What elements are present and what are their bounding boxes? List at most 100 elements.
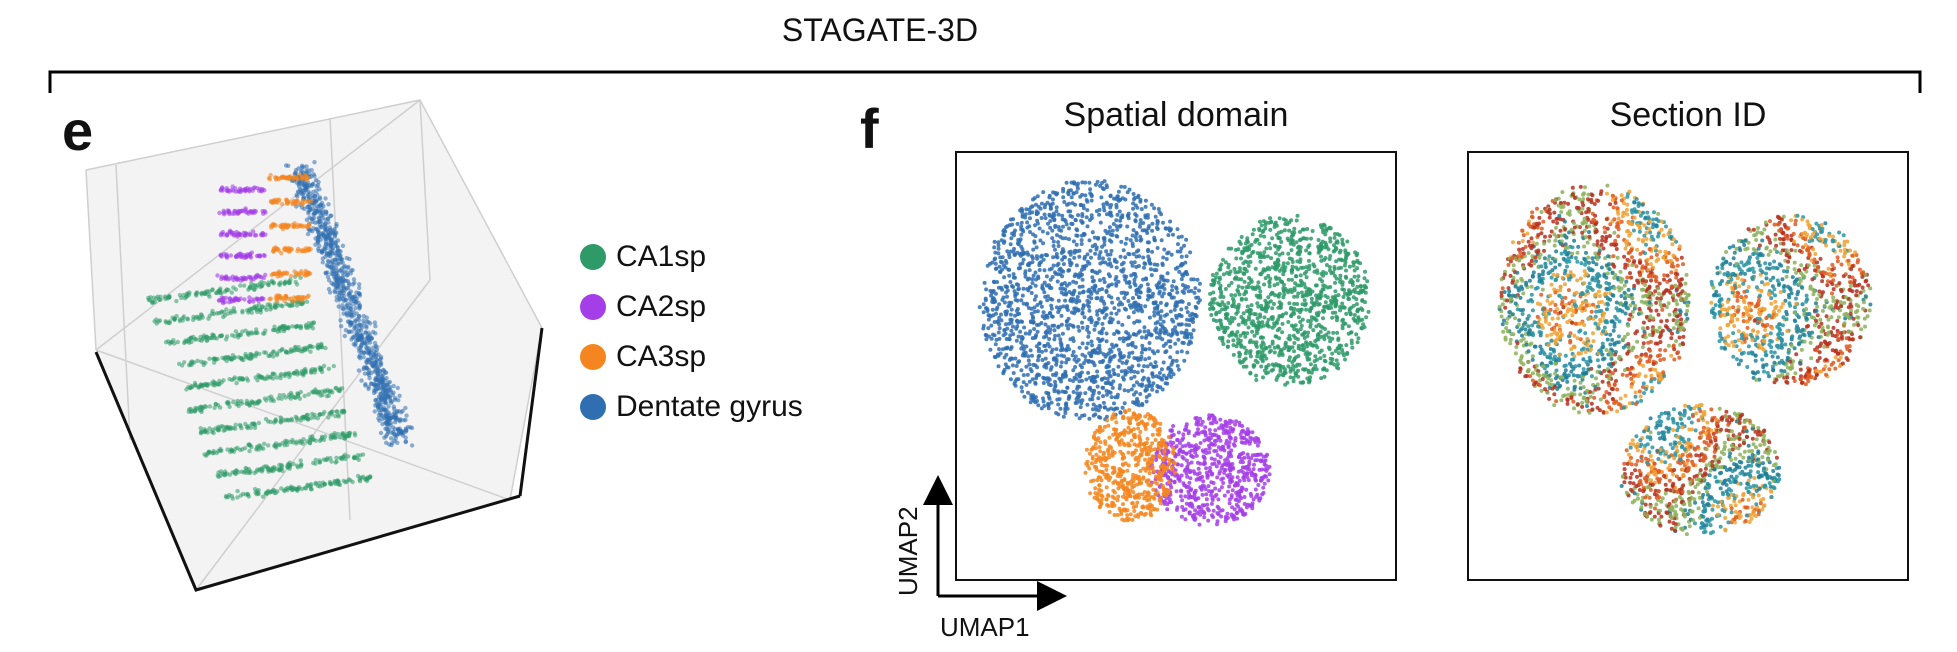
umap-point-dentate-gyrus (1032, 239, 1037, 244)
umap-point-dentate-gyrus (1143, 215, 1148, 220)
umap-point-ca1sp (1322, 358, 1327, 363)
umap-point-dentate-gyrus (1110, 385, 1115, 390)
umap-point-dentate-gyrus (1138, 392, 1143, 396)
umap-point-dentate-gyrus (1069, 195, 1074, 200)
umap-point-dentate-gyrus (1120, 322, 1125, 327)
umap-point-dentate-gyrus (1116, 296, 1120, 301)
umap-point-ca1sp (1214, 271, 1219, 276)
umap-point-dentate-gyrus (1105, 376, 1110, 381)
umap-point-dentate-gyrus (1123, 255, 1128, 260)
umap-point-ca1sp (1254, 373, 1259, 378)
umap-point-dentate-gyrus (1071, 239, 1076, 244)
umap-point-ca1sp (1327, 257, 1332, 261)
umap-point-ca1sp (1290, 264, 1295, 269)
umap-point-ca1sp (1276, 305, 1281, 310)
umap-point-dentate-gyrus (1080, 284, 1085, 289)
umap-point-dentate-gyrus (1016, 266, 1021, 271)
umap-point-dentate-gyrus (1170, 288, 1175, 293)
umap-point-dentate-gyrus (1051, 244, 1056, 248)
umap-point-dentate-gyrus (1116, 189, 1121, 194)
umap-point-ca1sp (1243, 351, 1248, 356)
umap-point-dentate-gyrus (1002, 228, 1006, 233)
umap-point-dentate-gyrus (1155, 389, 1159, 394)
umap-point-dentate-gyrus (1172, 307, 1177, 312)
umap-point-dentate-gyrus (1170, 331, 1175, 336)
umap-point-dentate-gyrus (1147, 383, 1152, 388)
panel-e-point-ca1sp (294, 282, 300, 287)
umap-point-dentate-gyrus (1117, 197, 1122, 202)
umap-point-dentate-gyrus (1061, 224, 1065, 229)
umap-point-dentate-gyrus (1103, 354, 1108, 359)
umap-point-ca1sp (1322, 353, 1327, 358)
umap-point-dentate-gyrus (1023, 269, 1028, 274)
umap-point-dentate-gyrus (1029, 254, 1034, 259)
umap-point-dentate-gyrus (1014, 364, 1019, 368)
umap-point-dentate-gyrus (1139, 383, 1144, 388)
umap-point-dentate-gyrus (1134, 356, 1139, 361)
umap-point-dentate-gyrus (996, 240, 1001, 245)
umap-point-dentate-gyrus (993, 250, 998, 255)
umap-point-dentate-gyrus (1018, 319, 1023, 324)
umap-point-dentate-gyrus (1116, 364, 1121, 369)
umap-point-dentate-gyrus (1122, 401, 1127, 406)
panel-e-point-ca1sp (163, 296, 168, 302)
umap-point-dentate-gyrus (1150, 249, 1155, 254)
umap-point-dentate-gyrus (1142, 265, 1146, 270)
umap-point-dentate-gyrus (1051, 255, 1056, 260)
umap-point-dentate-gyrus (1061, 189, 1066, 194)
umap-point-dentate-gyrus (1105, 202, 1110, 207)
panel-e-point-ca1sp (255, 306, 260, 311)
umap-point-dentate-gyrus (1174, 313, 1179, 318)
umap-point-dentate-gyrus (1138, 234, 1143, 239)
umap-point-dentate-gyrus (1002, 275, 1007, 280)
umap-point-dentate-gyrus (1155, 227, 1160, 231)
umap-point-ca1sp (1254, 340, 1259, 345)
umap-point-dentate-gyrus (1015, 221, 1020, 226)
umap-point-dentate-gyrus (1101, 358, 1106, 363)
umap-point-dentate-gyrus (1148, 261, 1153, 266)
umap-point-dentate-gyrus (1050, 214, 1055, 219)
umap-point-dentate-gyrus (1168, 219, 1173, 224)
umap-point-ca1sp (1234, 256, 1239, 261)
umap-point-dentate-gyrus (1078, 405, 1083, 410)
umap-point-dentate-gyrus (1080, 311, 1085, 316)
umap-point-dentate-gyrus (1126, 388, 1131, 393)
umap-point-dentate-gyrus (1096, 235, 1101, 240)
panel-e-point-ca1sp (172, 317, 177, 322)
umap-point-dentate-gyrus (1134, 390, 1138, 395)
umap-point-dentate-gyrus (1043, 356, 1048, 361)
umap-point-dentate-gyrus (1083, 193, 1088, 198)
umap-point-dentate-gyrus (1031, 232, 1035, 237)
umap-point-ca1sp (1341, 295, 1346, 299)
umap-point-ca1sp (1344, 343, 1349, 348)
umap-point-dentate-gyrus (1088, 218, 1092, 222)
panel-e-point-ca1sp (224, 287, 229, 292)
umap-point-dentate-gyrus (1021, 347, 1026, 352)
umap-point-dentate-gyrus (1032, 297, 1037, 302)
umap-point-ca1sp (1281, 272, 1286, 277)
umap-point-dentate-gyrus (1153, 321, 1158, 326)
umap-point-dentate-gyrus (1109, 264, 1114, 269)
umap-point-dentate-gyrus (1166, 332, 1171, 337)
umap-point-ca1sp (1269, 256, 1274, 261)
umap-point-dentate-gyrus (1011, 272, 1016, 277)
umap-point-dentate-gyrus (1188, 313, 1193, 318)
umap-point-dentate-gyrus (1054, 192, 1059, 197)
umap-point-dentate-gyrus (1164, 376, 1169, 381)
umap-point-dentate-gyrus (1157, 371, 1162, 375)
umap-point-dentate-gyrus (1144, 228, 1149, 233)
umap-point-dentate-gyrus (1012, 381, 1017, 386)
umap-point-ca1sp (1253, 358, 1258, 363)
umap-point-dentate-gyrus (1066, 396, 1071, 401)
umap-point-dentate-gyrus (1077, 328, 1082, 333)
umap-point-dentate-gyrus (1131, 192, 1136, 196)
umap-point-dentate-gyrus (1136, 363, 1141, 368)
umap-point-dentate-gyrus (1059, 282, 1064, 287)
umap-point-dentate-gyrus (1080, 378, 1084, 383)
umap-point-dentate-gyrus (1118, 218, 1123, 223)
umap-point-ca1sp (1279, 240, 1284, 244)
umap-point-dentate-gyrus (1050, 236, 1055, 241)
umap-point-dentate-gyrus (1129, 367, 1134, 372)
umap-point-dentate-gyrus (1185, 272, 1190, 277)
umap-point-dentate-gyrus (1191, 320, 1195, 324)
